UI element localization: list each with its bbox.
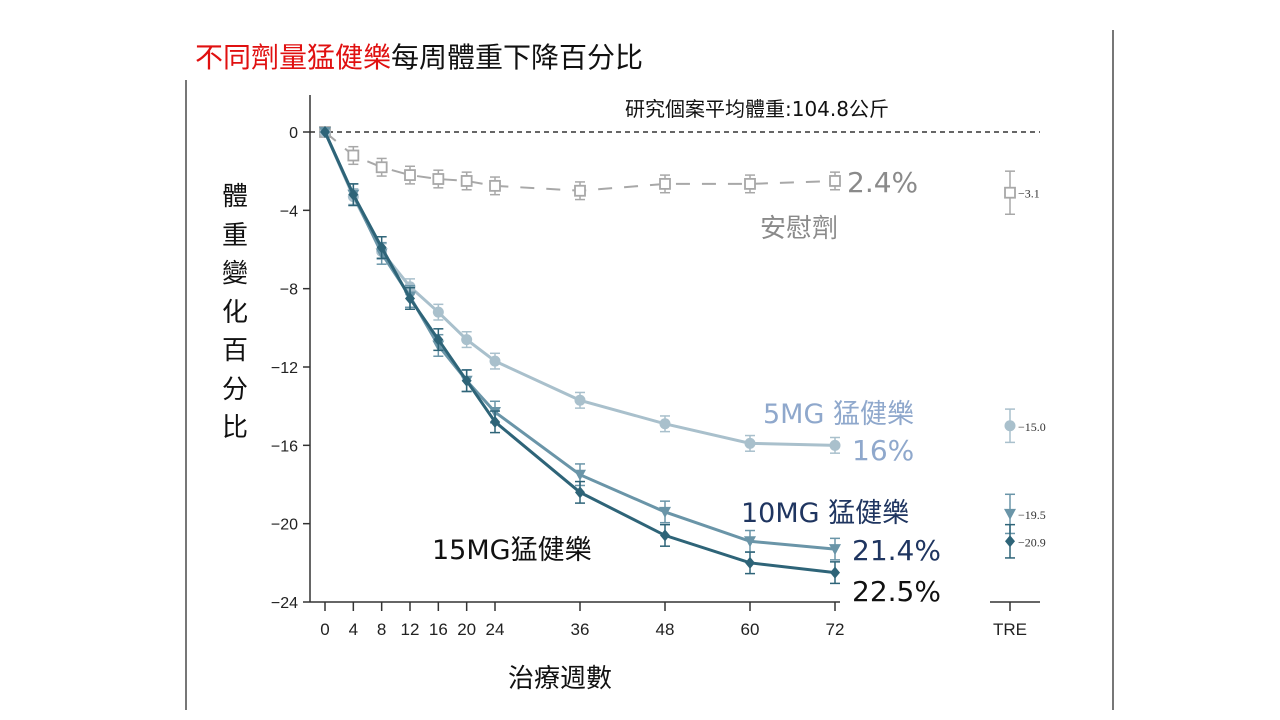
x-tick-label: 20 xyxy=(457,620,476,639)
data-point-15mg xyxy=(745,556,755,569)
annotation-10mg-name: 10MG 猛健樂 xyxy=(741,498,910,529)
data-point-placebo xyxy=(574,184,586,197)
data-point-placebo xyxy=(659,177,671,190)
data-point-placebo xyxy=(744,177,756,190)
frame-left-line xyxy=(185,80,187,710)
data-point-15mg xyxy=(433,333,444,346)
data-point-placebo xyxy=(375,161,388,174)
tre-point-5mg xyxy=(1004,420,1016,432)
annotation-15mg-name: 15MG猛健樂 xyxy=(432,535,592,566)
data-point-placebo xyxy=(460,175,473,187)
data-point-15mg xyxy=(376,241,387,254)
x-tick-label: 8 xyxy=(377,620,386,639)
y-axis-label: 體重變化百分比 xyxy=(221,182,248,443)
y-tick-label: −4 xyxy=(280,203,298,220)
data-point-15mg xyxy=(660,529,670,542)
tre-point-10mg xyxy=(1004,508,1016,520)
annotation-5mg-pct: 16% xyxy=(852,434,915,467)
x-axis-label: 治療週數 xyxy=(508,664,613,694)
annotation-10mg-pct: 21.4% xyxy=(852,534,941,567)
tre-point-placebo xyxy=(1004,186,1016,199)
annotation-placebo-name: 安慰劑 xyxy=(760,214,839,244)
data-point-5mg xyxy=(829,439,841,451)
x-tick-label: 48 xyxy=(656,620,675,639)
title-red-part: 不同劑量猛健樂 xyxy=(195,41,392,74)
data-point-10mg xyxy=(659,506,671,518)
chart-subtitle: 研究個案平均體重:104.8公斤 xyxy=(625,97,889,121)
tre-value-label-15mg: −20.9 xyxy=(1018,535,1046,549)
x-tick-label: 60 xyxy=(741,620,760,639)
tre-value-label-placebo: −3.1 xyxy=(1018,187,1040,201)
y-tick-label: −24 xyxy=(271,595,298,612)
tre-value-label-5mg: −15.0 xyxy=(1018,420,1046,434)
y-tick-label: −20 xyxy=(271,517,298,534)
x-tick-label: 36 xyxy=(571,620,590,639)
annotation-15mg-pct: 22.5% xyxy=(852,575,941,608)
data-point-placebo xyxy=(347,149,360,162)
y-tick-label: −16 xyxy=(271,438,298,455)
data-point-15mg xyxy=(830,566,840,579)
data-point-10mg xyxy=(574,469,586,481)
data-point-5mg xyxy=(432,306,444,318)
x-tick-label: 0 xyxy=(320,620,329,639)
data-point-placebo xyxy=(489,179,501,192)
data-point-5mg xyxy=(744,437,756,449)
x-tick-label-tre: TRE xyxy=(993,620,1027,639)
title-black-part: 每周體重下降百分比 xyxy=(391,41,644,74)
data-point-15mg xyxy=(575,486,585,499)
data-point-15mg xyxy=(320,126,330,138)
data-point-15mg xyxy=(461,374,472,387)
tre-value-label-10mg: −19.5 xyxy=(1018,508,1046,522)
data-point-placebo xyxy=(829,175,841,187)
frame-right-line xyxy=(1112,30,1114,710)
x-tick-label: 72 xyxy=(826,620,845,639)
x-tick-label: 24 xyxy=(486,620,505,639)
data-point-15mg xyxy=(490,415,500,428)
page-title: 不同劑量猛健樂每周體重下降百分比 xyxy=(195,36,643,76)
data-point-15mg xyxy=(405,292,415,305)
data-point-10mg xyxy=(744,536,756,548)
data-point-5mg xyxy=(461,334,473,346)
data-point-placebo xyxy=(404,169,416,181)
x-tick-label: 16 xyxy=(429,620,448,639)
x-tick-label: 12 xyxy=(401,620,420,639)
data-point-15mg xyxy=(348,188,359,201)
data-point-5mg xyxy=(574,394,586,406)
data-point-10mg xyxy=(829,544,841,556)
x-tick-label: 4 xyxy=(349,620,358,639)
series-line-placebo xyxy=(324,131,836,192)
data-point-placebo xyxy=(432,173,445,185)
data-point-5mg xyxy=(489,355,501,367)
y-tick-label: −8 xyxy=(280,282,298,299)
y-tick-label: −12 xyxy=(271,360,298,377)
y-tick-label: 0 xyxy=(289,125,298,142)
data-point-5mg xyxy=(659,418,671,430)
annotation-placebo-pct: 2.4% xyxy=(847,166,919,199)
tre-point-15mg xyxy=(1005,535,1015,548)
annotation-5mg-name: 5MG 猛健樂 xyxy=(763,399,914,430)
